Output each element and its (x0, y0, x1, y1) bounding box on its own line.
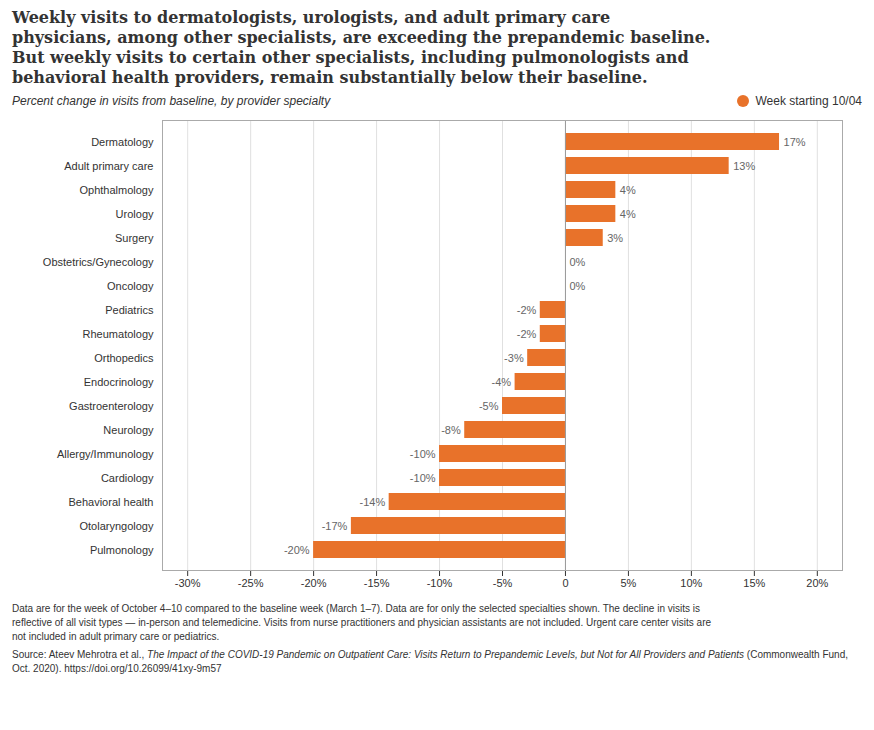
svg-text:-17%: -17% (322, 520, 348, 532)
svg-text:Otolaryngology: Otolaryngology (80, 520, 154, 532)
svg-text:Gastroenterology: Gastroenterology (69, 400, 154, 412)
svg-text:Allergy/Immunology: Allergy/Immunology (57, 448, 154, 460)
svg-text:-14%: -14% (359, 496, 385, 508)
svg-text:-10%: -10% (427, 577, 453, 589)
svg-text:4%: 4% (620, 184, 636, 196)
svg-text:Ophthalmology: Ophthalmology (80, 184, 154, 196)
svg-text:3%: 3% (607, 232, 623, 244)
svg-text:-2%: -2% (517, 304, 537, 316)
svg-text:0%: 0% (569, 280, 585, 292)
svg-text:-15%: -15% (364, 577, 390, 589)
svg-text:15%: 15% (743, 577, 765, 589)
svg-text:Pediatrics: Pediatrics (105, 304, 154, 316)
svg-text:10%: 10% (680, 577, 702, 589)
svg-text:-25%: -25% (238, 577, 264, 589)
svg-text:Surgery: Surgery (115, 232, 154, 244)
html-text:Week starting 10/04: Week starting 10/04 (755, 94, 862, 108)
svg-text:0: 0 (562, 577, 568, 589)
html-text:Percent change in visits from: Percent change in visits from baseline, … (12, 94, 331, 108)
svg-text:Urology: Urology (116, 208, 154, 220)
html-text:Data are for the week of Octob: Data are for the week of October 4–10 co… (12, 603, 711, 642)
svg-text:-5%: -5% (479, 400, 499, 412)
svg-text:Dermatology: Dermatology (91, 136, 154, 148)
svg-text:17%: 17% (784, 136, 806, 148)
svg-text:-2%: -2% (517, 328, 537, 340)
html-text:Weekly visits to dermatologist: Weekly visits to dermatologists, urologi… (12, 8, 711, 87)
svg-text:-3%: -3% (504, 352, 524, 364)
svg-text:-5%: -5% (493, 577, 513, 589)
svg-text:-4%: -4% (492, 376, 512, 388)
svg-text:Pulmonology: Pulmonology (90, 544, 154, 556)
svg-text:0%: 0% (569, 256, 585, 268)
svg-text:Adult primary care: Adult primary care (64, 160, 153, 172)
svg-text:Obstetrics/Gynecology: Obstetrics/Gynecology (43, 256, 154, 268)
svg-text:Cardiology: Cardiology (101, 472, 154, 484)
html-text:Source: Ateev Mehrotra et al.,: Source: Ateev Mehrotra et al., The Impac… (12, 649, 848, 674)
svg-text:-20%: -20% (301, 577, 327, 589)
svg-text:4%: 4% (620, 208, 636, 220)
svg-text:Oncology: Oncology (107, 280, 154, 292)
svg-text:Behavioral health: Behavioral health (68, 496, 153, 508)
svg-text:Neurology: Neurology (103, 424, 154, 436)
svg-text:-20%: -20% (284, 544, 310, 556)
svg-text:Endocrinology: Endocrinology (84, 376, 154, 388)
svg-text:13%: 13% (733, 160, 755, 172)
svg-text:Rheumatology: Rheumatology (83, 328, 154, 340)
svg-text:-10%: -10% (410, 448, 436, 460)
svg-text:5%: 5% (620, 577, 636, 589)
svg-text:-10%: -10% (410, 472, 436, 484)
svg-text:Orthopedics: Orthopedics (94, 352, 154, 364)
svg-text:20%: 20% (806, 577, 828, 589)
svg-text:-8%: -8% (441, 424, 461, 436)
svg-text:-30%: -30% (175, 577, 201, 589)
